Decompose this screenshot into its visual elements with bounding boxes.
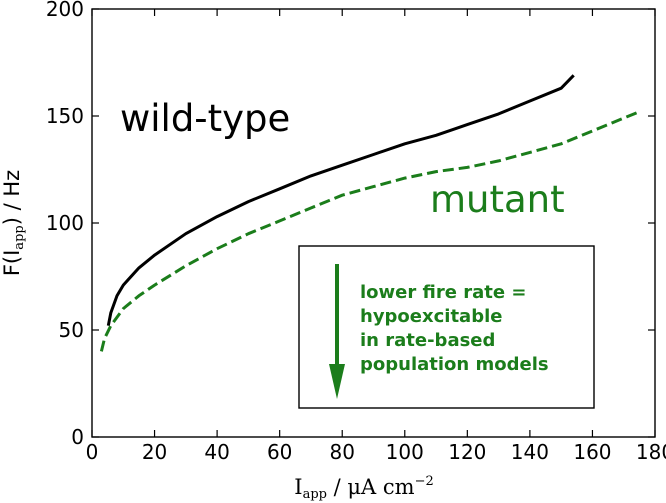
y-axis-label-rest: ) / Hz: [0, 170, 24, 225]
x-tick-label: 20: [142, 440, 167, 464]
x-tick-label: 60: [267, 440, 292, 464]
wild-type-label: wild-type: [120, 97, 290, 140]
y-tick-label: 50: [59, 318, 84, 342]
x-tick-label: 40: [204, 440, 229, 464]
box-line-1: lower fire rate =: [360, 282, 526, 303]
x-tick-label: 140: [511, 440, 549, 464]
series-layer: [99, 74, 640, 352]
x-axis-label-sub: app: [303, 487, 327, 502]
y-axis-label-sub: app: [12, 225, 27, 249]
x-axis-label-sup: −2: [415, 474, 434, 489]
x-tick-label: 0: [86, 440, 99, 464]
y-tick-label: 100: [46, 211, 84, 235]
series-line-wild-type: [106, 74, 575, 326]
x-tick-label: 100: [386, 440, 424, 464]
y-tick-label: 200: [46, 0, 84, 21]
series-line-mutant: [99, 110, 640, 352]
mutant-label: mutant: [430, 178, 565, 221]
down-arrow-head: [329, 364, 345, 399]
x-tick-label: 80: [329, 440, 354, 464]
x-tick-label: 180: [636, 440, 666, 464]
y-tick-label: 150: [46, 104, 84, 128]
y-axis-label: F(Iapp) / Hz: [0, 170, 27, 276]
x-axis-label-main: I: [294, 475, 302, 499]
x-tick-label: 160: [573, 440, 611, 464]
box-line-2: hypoexcitable: [360, 306, 502, 327]
axis-ticks: 0 20 40 60 80 100 120 140 160 180 0 50 100 150 200: [46, 0, 666, 464]
x-axis-label-rest: / μA cm: [327, 475, 415, 499]
x-axis-label: Iapp / μA cm−2: [294, 474, 433, 502]
y-tick-label: 0: [71, 425, 84, 449]
x-tick-label: 120: [448, 440, 486, 464]
box-line-4: population models: [360, 354, 549, 375]
box-line-3: in rate-based: [360, 330, 495, 351]
annotation-box: [298, 245, 595, 409]
y-axis-label-main: F(I: [0, 250, 24, 276]
